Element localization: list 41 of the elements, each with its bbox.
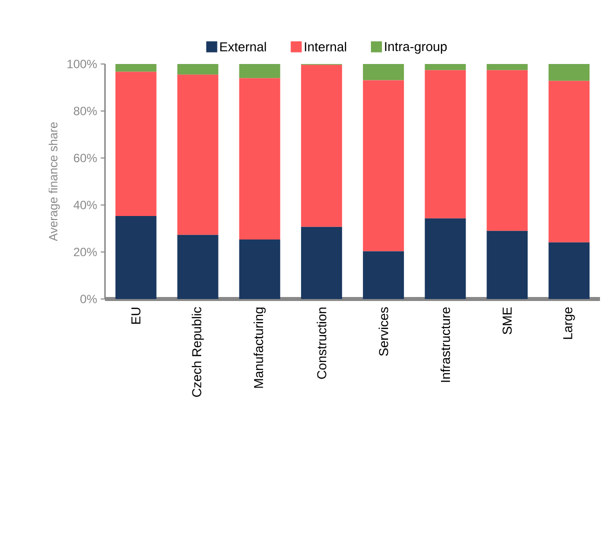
x-tick-label: EU (131, 308, 140, 324)
x-tick-label: SME (502, 307, 512, 334)
bar (486, 64, 528, 70)
x-tick-label: Manufacturing (254, 308, 266, 388)
legend-label: Intra-group (385, 42, 447, 54)
bar (177, 74, 218, 235)
bar (362, 80, 404, 252)
bar (301, 64, 342, 227)
y-tick-label: 20% (74, 248, 97, 256)
bar (424, 64, 466, 70)
y-tick-label: 100% (68, 60, 97, 68)
bar (548, 242, 590, 299)
bar (362, 64, 404, 80)
bar (486, 70, 528, 231)
bar (115, 64, 156, 72)
x-tick-label: Services (378, 307, 388, 356)
y-tick-label: 60% (74, 154, 97, 162)
legend-label: External (220, 42, 266, 52)
y-tick-label: 0% (80, 294, 97, 304)
bar (424, 218, 466, 299)
bar (486, 230, 528, 299)
bar (115, 72, 156, 216)
bar (424, 70, 466, 218)
bar (301, 226, 342, 299)
y-axis-title: Average finance share (48, 122, 60, 242)
legend-label: Internal (304, 42, 346, 52)
bar (177, 234, 218, 299)
bar (177, 64, 218, 75)
bar (239, 64, 280, 78)
y-tick-label: 40% (74, 200, 97, 210)
bar (239, 240, 280, 299)
x-tick-label: Construction (316, 308, 326, 379)
x-tick-label: Infrastructure (440, 307, 450, 382)
x-tick-label: Czech Republic (192, 307, 204, 397)
bar (548, 64, 590, 81)
bar (239, 78, 280, 240)
y-tick-label: 80% (74, 106, 97, 116)
x-tick-label: Large (563, 307, 575, 339)
bar (115, 216, 156, 299)
bar (548, 80, 590, 242)
bar (362, 251, 404, 299)
